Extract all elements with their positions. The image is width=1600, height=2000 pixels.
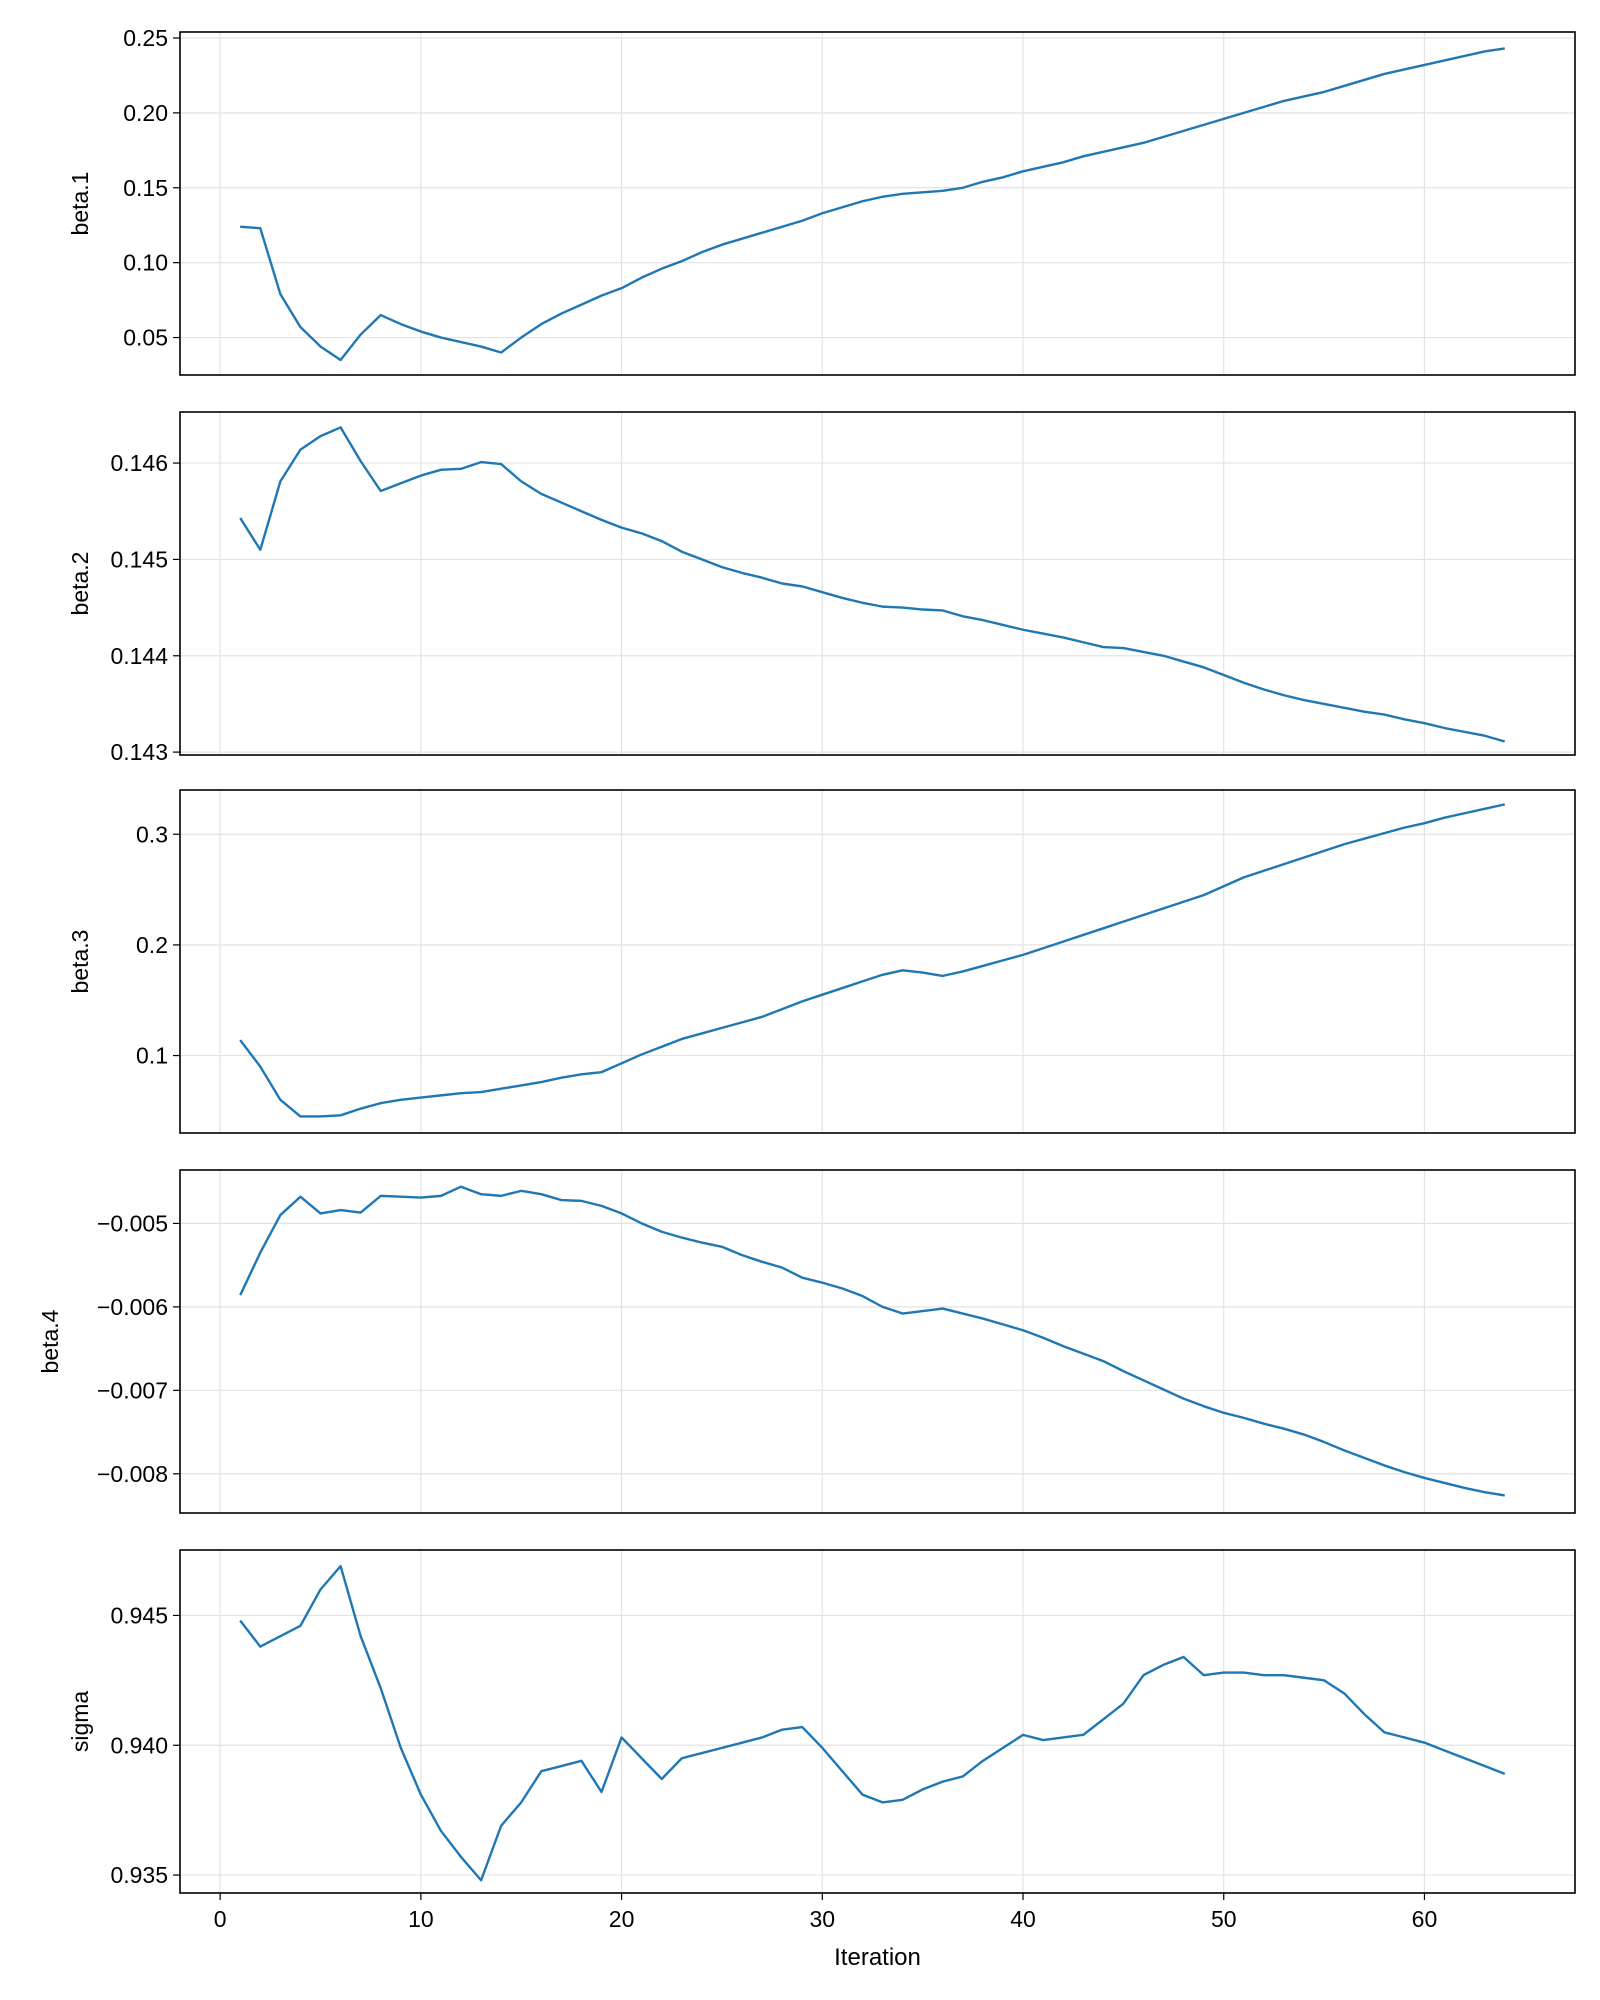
series-line (239, 426, 1506, 743)
y-axis-label: beta.3 (67, 930, 93, 994)
panel-beta-1: 0.05 0.10 0.15 0.20 0.25 beta.1 (67, 25, 1576, 376)
x-tick-label: 0 (214, 1906, 227, 1932)
plot-frame (179, 1169, 1576, 1514)
panel-beta-4: −0.008 −0.007 −0.006 −0.005 beta.4 (37, 1169, 1576, 1514)
y-tick-label: 0.3 (136, 821, 168, 847)
y-tick-label: 0.945 (110, 1602, 168, 1628)
y-tick-label: −0.005 (97, 1210, 168, 1236)
y-tick-label: 0.1 (136, 1043, 168, 1069)
y-tick-label: 0.15 (123, 175, 168, 201)
y-tick-label: −0.006 (97, 1294, 168, 1320)
x-tick-label: 20 (609, 1906, 635, 1932)
series-line (240, 47, 1505, 362)
y-tick-label: 0.10 (123, 250, 168, 276)
y-axis-label: beta.1 (67, 172, 93, 236)
panel-sigma: 0.935 0.940 0.945 sigma 0 10 20 30 40 50 60 Iterati… (67, 1549, 1576, 1971)
x-axis-label: Iteration (834, 1944, 921, 1971)
y-tick-label: 0.25 (123, 25, 168, 51)
series-line (239, 803, 1506, 1118)
y-tick-label: 0.143 (110, 739, 168, 765)
y-axis-label: beta.4 (37, 1309, 63, 1373)
plot-frame (179, 789, 1576, 1134)
series-line (239, 1564, 1506, 1882)
y-tick-label: 0.145 (110, 546, 168, 572)
y-tick-label: 0.2 (136, 932, 168, 958)
plot-frame (179, 31, 1576, 376)
y-tick-label: 0.935 (110, 1862, 168, 1888)
y-axis-label: beta.2 (67, 552, 93, 616)
x-tick-label: 40 (1010, 1906, 1036, 1932)
y-tick-label: −0.008 (97, 1461, 168, 1487)
x-tick-label: 30 (810, 1906, 836, 1932)
plot-frame (179, 411, 1576, 756)
y-tick-label: 0.05 (123, 325, 168, 351)
plot-frame (179, 1549, 1576, 1894)
y-tick-label: 0.144 (110, 643, 168, 669)
panel-beta-3: 0.1 0.2 0.3 beta.3 (67, 789, 1576, 1134)
series-line (239, 1185, 1505, 1497)
y-tick-label: 0.940 (110, 1732, 168, 1758)
x-tick-label: 60 (1412, 1906, 1438, 1932)
panel-beta-2: 0.143 0.144 0.145 0.146 beta.2 (67, 411, 1576, 765)
y-tick-label: 0.146 (110, 450, 168, 476)
y-axis-label: sigma (67, 1691, 93, 1753)
y-tick-label: 0.20 (123, 100, 168, 126)
x-tick-label: 50 (1211, 1906, 1237, 1932)
x-tick-label: 10 (408, 1906, 434, 1932)
y-tick-label: −0.007 (97, 1377, 168, 1403)
